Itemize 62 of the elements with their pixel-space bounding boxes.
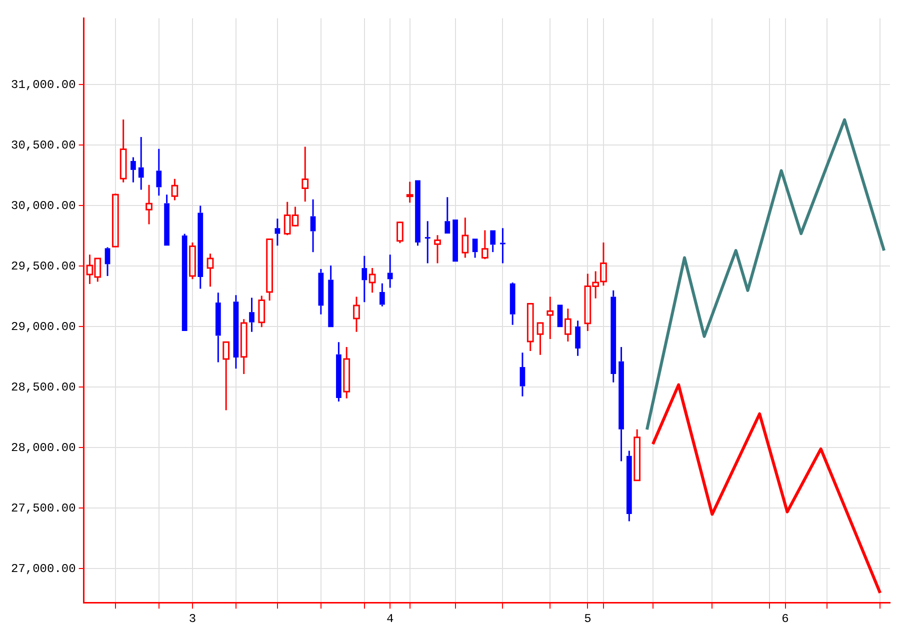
candlestick [240, 318, 248, 375]
candlestick [274, 218, 280, 246]
candlestick [222, 341, 230, 411]
candlestick [564, 308, 572, 342]
candlestick [138, 136, 144, 191]
candlestick [626, 450, 632, 522]
candlestick [481, 230, 488, 260]
candlestick [156, 148, 162, 196]
candlestick [171, 178, 178, 202]
candlestick [130, 156, 136, 184]
y-tick-label: 29,500.00 [11, 259, 76, 274]
candlestick [318, 268, 324, 316]
candlestick [104, 246, 110, 277]
candlestick [618, 346, 624, 462]
x-tick-label: 4 [386, 612, 394, 626]
candlestick [406, 181, 414, 204]
candlestick [536, 322, 544, 356]
y-tick-label: 30,500.00 [11, 138, 76, 152]
candlestick [415, 180, 420, 246]
y-tick-label: 30,000.00 [11, 198, 76, 213]
candlestick [472, 238, 478, 259]
y-tick-label: 27,500.00 [11, 501, 76, 516]
candlestick [490, 230, 496, 253]
candlestick [387, 254, 393, 289]
candlestick [368, 267, 376, 294]
y-tick-label: 29,000.00 [11, 320, 76, 334]
candlestick [182, 233, 188, 331]
candlestick [233, 294, 239, 370]
y-tick-label: 28,000.00 [11, 440, 76, 455]
candlestick [249, 296, 254, 333]
candlestick [444, 196, 450, 234]
candlestick [362, 255, 368, 303]
candlestick [424, 220, 430, 264]
candlestick [500, 227, 506, 264]
candlestick [336, 341, 342, 402]
candlestick [353, 296, 360, 333]
candlestick [610, 290, 616, 384]
candlestick [164, 194, 170, 246]
x-tick-label: 5 [584, 612, 592, 626]
y-tick-label: 31,000.00 [11, 78, 76, 92]
candlestick [328, 264, 334, 328]
candlestick [215, 292, 221, 364]
candlestick [379, 282, 385, 308]
candlestick [258, 295, 266, 328]
candlestick [575, 320, 580, 357]
candlestick [520, 352, 526, 398]
candlestick [526, 302, 534, 352]
y-tick-label: 27,000.00 [11, 562, 76, 576]
candlestick [546, 296, 554, 340]
candlestick [120, 118, 127, 184]
candlestick [343, 346, 350, 400]
x-tick-label: 6 [782, 612, 789, 626]
candlestick [198, 204, 204, 290]
x-tick-label: 3 [188, 612, 196, 626]
candlestick [206, 252, 214, 288]
candlestick [434, 234, 441, 264]
candlestick [462, 216, 469, 259]
y-tick-label: 28,500.00 [11, 380, 76, 394]
candlestick [310, 198, 316, 253]
candlestick [510, 282, 516, 326]
candlestick [302, 146, 309, 202]
candlestick [146, 184, 152, 226]
